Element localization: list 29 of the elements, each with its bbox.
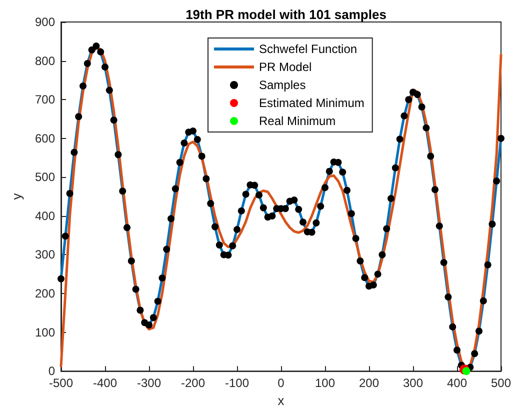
y-tick-label: 0 [48,364,56,378]
y-tick-label: 400 [34,208,56,223]
x-tick-label: 200 [358,376,380,390]
x-axis-title: x [278,393,285,408]
chart-title: 19th PR model with 101 samples [186,7,386,22]
x-tick-label: -500 [48,376,74,390]
legend-label: Samples [259,78,306,92]
y-tick-label: 900 [34,15,56,29]
legend-label: Estimated Minimum [259,96,364,110]
y-tick-label: 800 [34,54,56,68]
y-tick-label: 600 [34,131,56,146]
y-tick-label: 100 [34,325,56,340]
x-tick-label: 400 [446,376,468,390]
legend-label: Real Minimum [259,114,336,128]
x-tick-label: 300 [402,376,424,390]
y-tick-label: 500 [34,170,56,184]
x-tick-label: -300 [136,376,162,390]
x-tick-label: -100 [224,376,250,390]
y-tick-label: 300 [34,248,56,262]
y-tick-label: 200 [34,286,56,301]
x-tick-label: -200 [180,376,206,390]
y-tick-label: 700 [34,92,56,107]
legend-label: PR Model [259,60,312,74]
x-tick-label: 500 [490,376,512,390]
y-axis-title: y [9,192,24,200]
x-tick-label: 0 [278,376,285,390]
x-tick-label: 100 [314,376,336,390]
legend-label: Schwefel Function [259,42,358,56]
x-tick-label: -400 [92,376,118,390]
